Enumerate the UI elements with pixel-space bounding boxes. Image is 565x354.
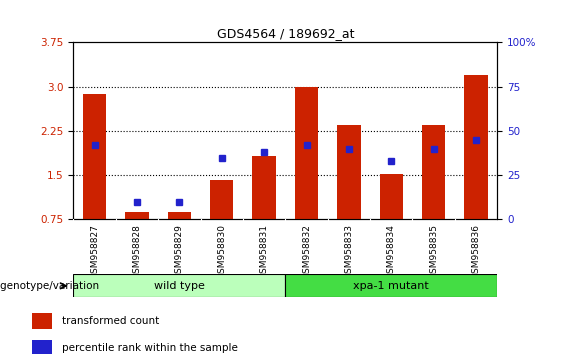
Text: transformed count: transformed count xyxy=(62,316,159,326)
Bar xyxy=(168,212,191,219)
Bar xyxy=(210,180,233,219)
Text: GSM958831: GSM958831 xyxy=(260,224,268,279)
Text: GSM958834: GSM958834 xyxy=(387,224,396,279)
Bar xyxy=(253,156,276,219)
Text: GSM958832: GSM958832 xyxy=(302,224,311,279)
Text: GSM958829: GSM958829 xyxy=(175,224,184,279)
Text: GSM958827: GSM958827 xyxy=(90,224,99,279)
Text: xpa-1 mutant: xpa-1 mutant xyxy=(353,281,429,291)
Title: GDS4564 / 189692_at: GDS4564 / 189692_at xyxy=(216,27,354,40)
Bar xyxy=(422,125,445,219)
Bar xyxy=(125,212,149,219)
Text: GSM958835: GSM958835 xyxy=(429,224,438,279)
Bar xyxy=(83,94,106,219)
Text: percentile rank within the sample: percentile rank within the sample xyxy=(62,343,238,353)
Bar xyxy=(464,75,488,219)
Text: wild type: wild type xyxy=(154,281,205,291)
Bar xyxy=(295,87,318,219)
Bar xyxy=(32,340,52,354)
Text: genotype/variation: genotype/variation xyxy=(0,281,102,291)
Text: GSM958836: GSM958836 xyxy=(472,224,480,279)
Text: GSM958833: GSM958833 xyxy=(345,224,353,279)
Bar xyxy=(32,313,52,329)
Text: GSM958828: GSM958828 xyxy=(133,224,141,279)
Text: GSM958830: GSM958830 xyxy=(218,224,226,279)
Bar xyxy=(337,125,360,219)
Bar xyxy=(380,174,403,219)
Bar xyxy=(285,274,497,297)
Bar xyxy=(73,274,285,297)
